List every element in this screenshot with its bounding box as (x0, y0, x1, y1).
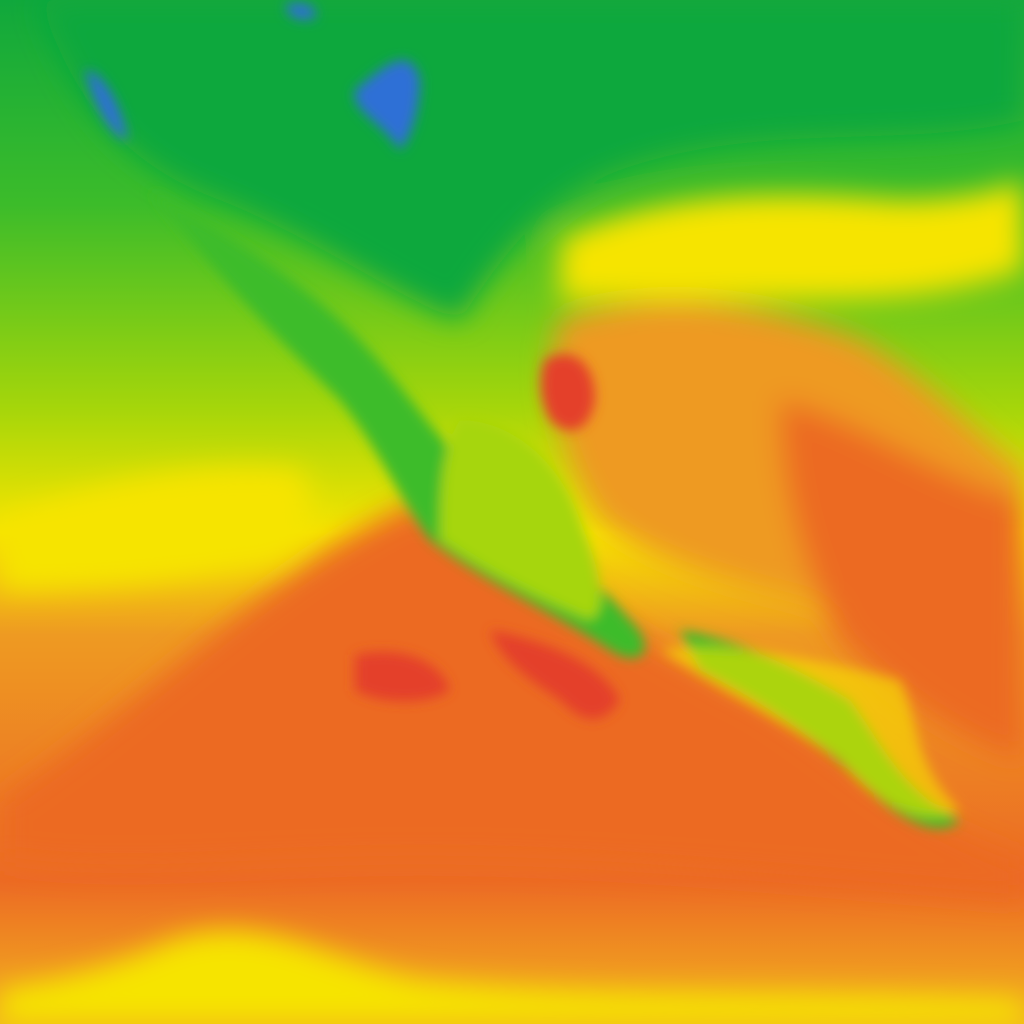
east-yellow-band (560, 180, 1024, 300)
pacific-warm-zone (0, 500, 1024, 900)
pacific-hot-spot-2 (490, 630, 620, 719)
west-yellow-band (0, 467, 311, 590)
pacific-hot-spot (355, 651, 450, 702)
north-cold-zone (40, 0, 1024, 320)
mexico-plateau (440, 420, 601, 620)
cold-patch-2 (85, 70, 128, 140)
south-yellow-band (0, 930, 1024, 1024)
cold-patch-3 (285, 3, 316, 20)
caribbean-warm-zone (780, 400, 1024, 760)
cold-patch-1 (354, 60, 420, 150)
central-america-coast (660, 647, 960, 817)
yucatan-hot-spot (540, 354, 595, 431)
